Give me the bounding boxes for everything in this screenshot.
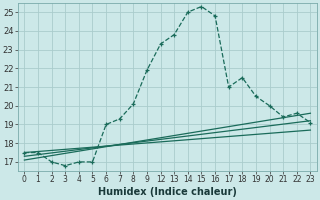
X-axis label: Humidex (Indice chaleur): Humidex (Indice chaleur) [98, 187, 237, 197]
